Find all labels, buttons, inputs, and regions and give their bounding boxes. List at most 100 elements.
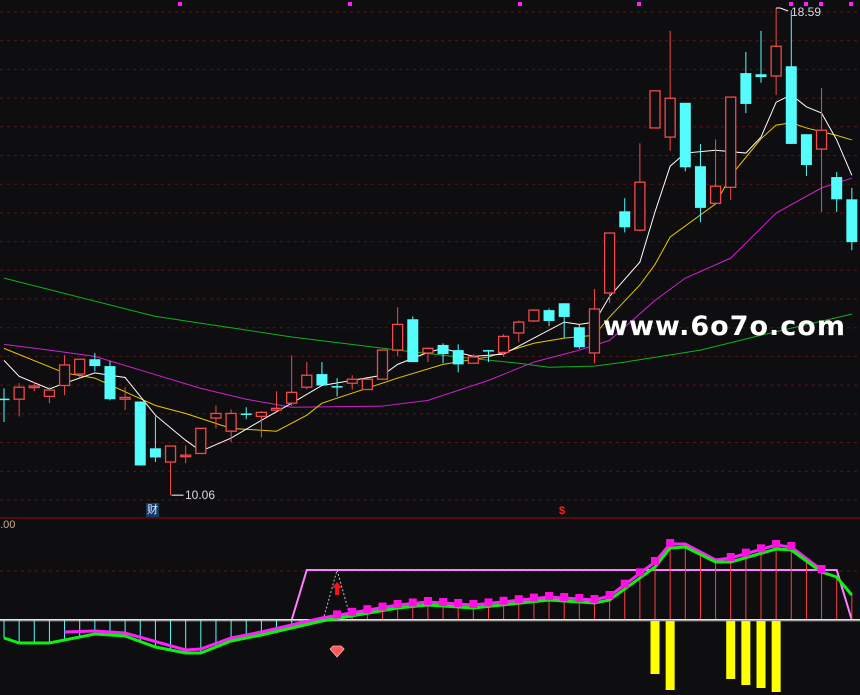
candle-body-down [558,303,570,317]
square-marker [666,539,675,547]
square-marker [529,593,538,602]
square-marker [575,594,584,602]
yellow-bar [665,621,675,690]
candle-body-up [43,389,56,398]
square-marker [787,542,796,550]
top-marker-dot [819,2,823,6]
top-marker-dot [849,2,853,6]
candle-body-up [195,427,207,455]
low-price-label: 10.06 [185,488,216,502]
dollar-marker[interactable]: $ [559,505,566,517]
high-price-label: 18.59 [791,5,822,19]
candle-body-down [573,327,585,348]
finance-badge[interactable]: 财 [146,503,159,517]
candle-body-down [846,199,858,243]
square-marker [423,597,432,605]
candle-body-up [770,45,782,77]
candle-body-up [376,349,389,380]
yellow-bar [756,621,766,688]
candle-body-down [331,386,343,388]
candle-body-down [452,350,464,365]
candle-body-up [603,232,616,294]
candle-body-up [422,347,434,354]
square-marker [454,599,463,607]
candle-body-down [785,66,797,144]
candle-body-up [286,391,298,404]
square-marker [363,605,372,614]
candle-body-up [255,411,268,417]
candle-body-down [0,398,10,401]
candle-body-up [180,454,192,458]
high-pointer [776,7,789,12]
candle-body-down [831,177,843,200]
candle-body-up [497,335,510,354]
square-marker [333,610,342,619]
ma5-line [3,94,853,452]
square-marker [439,598,448,606]
candle-body-down [543,310,555,321]
buy-arrow-icon [332,582,343,595]
candle-body-up [58,364,71,387]
candle-body-up [270,407,283,411]
square-marker [408,598,417,607]
candle-body-up [649,90,661,129]
candle-body-up [467,356,479,364]
yellow-bar [741,621,751,685]
candle-body-down [134,401,146,466]
candle-body-up [815,129,828,150]
candle-body-up [513,321,525,334]
square-marker [545,592,554,600]
candle-body-down [104,366,116,400]
candle-body-up [210,412,222,419]
diamond-icon [329,645,345,658]
indicator-axis-label: 0.00 [0,519,16,531]
candle-body-down [679,102,691,168]
top-marker-dot [518,2,522,6]
square-marker [635,568,644,577]
candle-body-up [725,96,737,188]
square-marker [560,593,569,601]
top-marker-dot [804,2,808,6]
square-marker [605,591,614,599]
yellow-bar [726,621,736,679]
candle-body-up [664,97,676,138]
candle-body-up [709,185,722,204]
candle-body-up [28,385,40,389]
square-marker [348,607,357,616]
candle-body-down [619,211,631,228]
band-outline [290,569,853,621]
ma60-line [3,277,852,368]
yellow-bar [771,621,781,692]
square-marker [620,579,629,588]
candle-body-up [346,378,358,384]
candle-body-up [225,412,237,432]
watermark: www.6o7o.com [603,311,846,342]
square-marker [590,595,599,603]
candle-body-up [13,386,25,400]
signal-line [64,542,823,652]
candle-body-up [634,181,646,231]
top-marker-dot [789,2,793,6]
candle-body-up [74,358,86,375]
candle-body-down [437,344,449,355]
square-marker [817,565,826,573]
square-marker [726,553,735,561]
candle-body-up [119,396,131,400]
square-marker [772,540,781,548]
square-marker [484,598,493,607]
square-marker [378,602,387,611]
candle-body-down [755,74,767,78]
candle-body-down [740,73,752,104]
candle-body-up [588,308,601,354]
candle-body-down [482,350,494,352]
top-marker-dot [348,2,352,6]
square-marker [741,548,750,557]
candle-body-down [149,448,161,458]
square-marker [499,596,508,605]
candle-body-up [164,445,177,463]
candle-body-down [316,374,328,386]
square-marker [514,595,523,604]
candle-body-down [800,134,812,166]
square-marker [393,600,402,608]
